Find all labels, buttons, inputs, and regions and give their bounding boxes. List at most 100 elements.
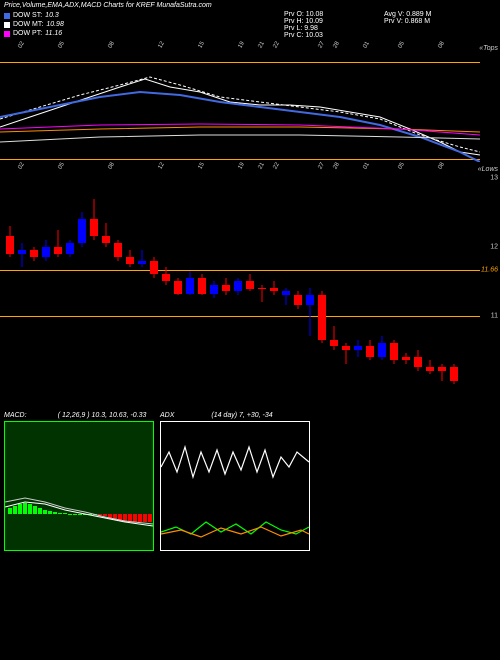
value: 0.868 M [405, 18, 430, 25]
macd-panel-wrapper: MACD: ( 12,26,9 ) 10.3, 10.63, -0.33 [4, 412, 154, 551]
adx-chart [160, 421, 310, 551]
candle-body [258, 288, 266, 289]
candle [102, 178, 110, 398]
page-title: Price,Volume,EMA,ADX,MACD Charts for KRE… [0, 0, 500, 11]
candle [450, 178, 458, 398]
candle [282, 178, 290, 398]
candle [162, 178, 170, 398]
candle-body [102, 236, 110, 243]
legend-value: 10.3 [45, 12, 59, 19]
prev-l: Prv L: 9.98 [284, 25, 384, 32]
candle-wick [22, 243, 23, 267]
value: 10.09 [305, 18, 323, 25]
candle [378, 178, 386, 398]
candle [90, 178, 98, 398]
date-tick: 27 [317, 41, 326, 50]
value: 10.03 [305, 32, 323, 39]
legend-label: DOW ST: [13, 12, 42, 19]
candle [402, 178, 410, 398]
stats-row: DOW ST: 10.3 DOW MT: 10.98 DOW PT: 11.16… [0, 11, 500, 39]
label: Prv V: [384, 18, 403, 25]
candle-body [66, 243, 74, 253]
date-tick: 19 [237, 41, 246, 50]
y-axis-label: 11.66 [481, 267, 498, 274]
candle [222, 178, 230, 398]
candle [426, 178, 434, 398]
legend-mt: DOW MT: 10.98 [4, 21, 284, 28]
candle-body [126, 257, 134, 264]
date-axis-top: 02050812151921222728010508«Tops [0, 45, 500, 57]
prev-o: Prv O: 10.08 [284, 11, 384, 18]
date-tick: 08 [437, 41, 446, 50]
date-tick: 05 [57, 41, 66, 50]
candle [54, 178, 62, 398]
candle-body [186, 278, 194, 294]
candle [174, 178, 182, 398]
candle-body [150, 261, 158, 275]
date-tick: 01 [362, 162, 371, 171]
candle-body [54, 247, 62, 254]
lows-label: «Lows [478, 166, 498, 173]
legend-pt: DOW PT: 11.16 [4, 30, 284, 37]
candle-body [6, 236, 14, 253]
candle-body [234, 281, 242, 291]
candle [258, 178, 266, 398]
candle-body [210, 285, 218, 294]
candle-body [294, 295, 302, 305]
date-tick: 27 [317, 162, 326, 171]
legend-value: 10.98 [46, 21, 64, 28]
candle [318, 178, 326, 398]
candle [294, 178, 302, 398]
candle-body [114, 243, 122, 257]
y-axis-label: 11 [491, 312, 498, 319]
candle [234, 178, 242, 398]
date-axis-mid: 02050812151921222728010508«Lows [0, 166, 500, 178]
legend-label: DOW PT: [13, 30, 42, 37]
label: Prv C: [284, 32, 303, 39]
tops-label: «Tops [479, 45, 498, 52]
date-tick: 05 [397, 41, 406, 50]
candle-body [282, 291, 290, 294]
label: MACD: [4, 412, 27, 419]
date-tick: 28 [332, 41, 341, 50]
legend-label: DOW MT: [13, 21, 43, 28]
candle [150, 178, 158, 398]
params: ( 12,26,9 ) 10.3, 10.63, -0.33 [58, 412, 147, 419]
legend-value: 11.16 [45, 30, 62, 37]
candle-body [402, 357, 410, 360]
candle-body [450, 367, 458, 381]
date-tick: 15 [197, 41, 206, 50]
date-tick: 05 [397, 162, 406, 171]
candle-body [318, 295, 326, 340]
candle-body [354, 346, 362, 349]
value: 9.98 [304, 25, 318, 32]
subpanel-row: MACD: ( 12,26,9 ) 10.3, 10.63, -0.33 ADX… [0, 408, 500, 555]
candle [66, 178, 74, 398]
value: 10.08 [306, 11, 324, 18]
candle-body [330, 340, 338, 347]
label: ADX [160, 412, 174, 419]
candle-body [414, 357, 422, 367]
avg-v: Avg V: 0.889 M [384, 11, 496, 18]
legend-st: DOW ST: 10.3 [4, 12, 284, 19]
date-tick: 28 [332, 162, 341, 171]
label: Avg V: [384, 11, 404, 18]
candle-body [78, 219, 86, 243]
square-icon [4, 13, 10, 19]
macd-title: MACD: ( 12,26,9 ) 10.3, 10.63, -0.33 [4, 412, 154, 419]
candle [438, 178, 446, 398]
value: 0.889 M [406, 11, 431, 18]
candle [198, 178, 206, 398]
candle [270, 178, 278, 398]
params: (14 day) 7, +30, -34 [211, 412, 272, 419]
date-tick: 01 [362, 41, 371, 50]
date-tick: 05 [57, 162, 66, 171]
candle [126, 178, 134, 398]
candle [246, 178, 254, 398]
candle [42, 178, 50, 398]
y-axis-label: 13 [490, 175, 498, 182]
label: Prv L: [284, 25, 302, 32]
candle-body [426, 367, 434, 370]
candle [390, 178, 398, 398]
date-tick: 08 [437, 162, 446, 171]
